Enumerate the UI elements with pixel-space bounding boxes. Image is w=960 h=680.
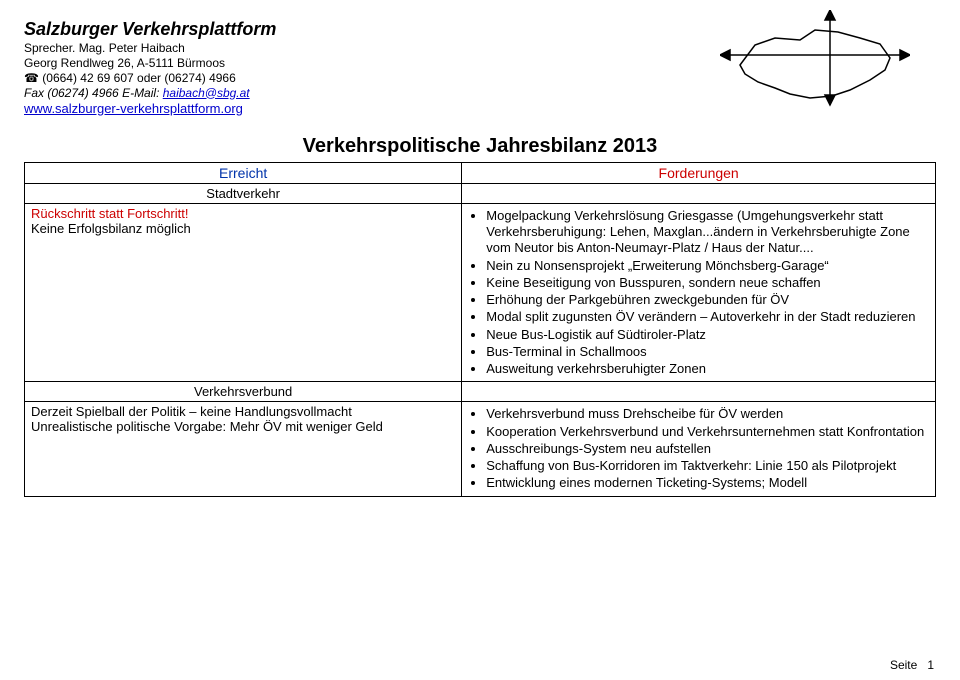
list-item: Bus-Terminal in Schallmoos xyxy=(486,344,929,360)
fax-prefix: Fax (06274) 4966 E-Mail: xyxy=(24,86,163,100)
verkehrsverbund-bullets: Verkehrsverbund muss Drehscheibe für ÖV … xyxy=(486,406,929,491)
section-stadtverkehr-right-empty xyxy=(462,183,936,203)
stadtverkehr-right: Mogelpackung Verkehrslösung Griesgasse (… xyxy=(462,203,936,382)
list-item: Entwicklung eines modernen Ticketing-Sys… xyxy=(486,475,929,491)
section-stadtverkehr-title: Stadtverkehr xyxy=(25,183,462,203)
verkehrsverbund-left: Derzeit Spielball der Politik – keine Ha… xyxy=(25,402,462,496)
verkehrsverbund-right: Verkehrsverbund muss Drehscheibe für ÖV … xyxy=(462,402,936,496)
email-link[interactable]: haibach@sbg.at xyxy=(163,86,250,100)
list-item: Ausweitung verkehrsberuhigter Zonen xyxy=(486,361,929,377)
list-item: Mogelpackung Verkehrslösung Griesgasse (… xyxy=(486,208,929,257)
list-item: Verkehrsverbund muss Drehscheibe für ÖV … xyxy=(486,406,929,422)
page-footer: Seite 1 xyxy=(890,658,934,672)
footer-label: Seite xyxy=(890,658,917,672)
col-header-forderungen: Forderungen xyxy=(462,162,936,183)
list-item: Nein zu Nonsensprojekt „Erweiterung Mönc… xyxy=(486,258,929,274)
stadtverkehr-bullets: Mogelpackung Verkehrslösung Griesgasse (… xyxy=(486,208,929,378)
footer-page-num: 1 xyxy=(927,658,934,672)
list-item: Ausschreibungs-System neu aufstellen xyxy=(486,441,929,457)
stadtverkehr-left: Rückschritt statt Fortschritt! Keine Erf… xyxy=(25,203,462,382)
verkehrsverbund-left-line2: Unrealistische politische Vorgabe: Mehr … xyxy=(31,419,383,434)
website-link[interactable]: www.salzburger-verkehrsplattform.org xyxy=(24,101,243,116)
verkehrsverbund-left-line1: Derzeit Spielball der Politik – keine Ha… xyxy=(31,404,352,419)
logo-region-outline xyxy=(720,10,910,110)
list-item: Erhöhung der Parkgebühren zweckgebunden … xyxy=(486,292,929,308)
section-verkehrsverbund-title: Verkehrsverbund xyxy=(25,382,462,402)
list-item: Keine Beseitigung von Busspuren, sondern… xyxy=(486,275,929,291)
balance-table: Erreicht Forderungen Stadtverkehr Rücksc… xyxy=(24,162,936,497)
list-item: Schaffung von Bus-Korridoren im Taktverk… xyxy=(486,458,929,474)
list-item: Modal split zugunsten ÖV verändern – Aut… xyxy=(486,309,929,325)
list-item: Neue Bus-Logistik auf Südtiroler-Platz xyxy=(486,327,929,343)
document-title: Verkehrspolitische Jahresbilanz 2013 xyxy=(24,135,936,158)
col-header-erreicht: Erreicht xyxy=(25,162,462,183)
list-item: Kooperation Verkehrsverbund und Verkehrs… xyxy=(486,424,929,440)
section-verkehrsverbund-right-empty xyxy=(462,382,936,402)
stadtverkehr-left-line2: Keine Erfolgsbilanz möglich xyxy=(31,221,191,236)
stadtverkehr-left-line1: Rückschritt statt Fortschritt! xyxy=(31,206,188,221)
